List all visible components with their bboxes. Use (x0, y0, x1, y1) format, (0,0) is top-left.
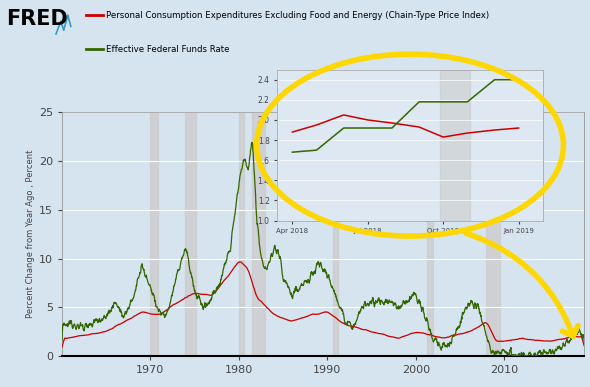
Bar (150, 112, 159, 356)
Y-axis label: Percent Change from Year Ago , Percent: Percent Change from Year Ago , Percent (25, 150, 35, 319)
Bar (486, 112, 500, 356)
Bar (427, 112, 433, 356)
Bar (185, 112, 196, 356)
Text: Effective Federal Funds Rate: Effective Federal Funds Rate (106, 45, 230, 53)
Bar (440, 70, 470, 221)
Bar (239, 112, 244, 356)
Bar (253, 112, 265, 356)
Bar (333, 112, 338, 356)
Text: Personal Consumption Expenditures Excluding Food and Energy (Chain-Type Price In: Personal Consumption Expenditures Exclud… (106, 10, 489, 20)
Text: FRED: FRED (6, 9, 68, 29)
